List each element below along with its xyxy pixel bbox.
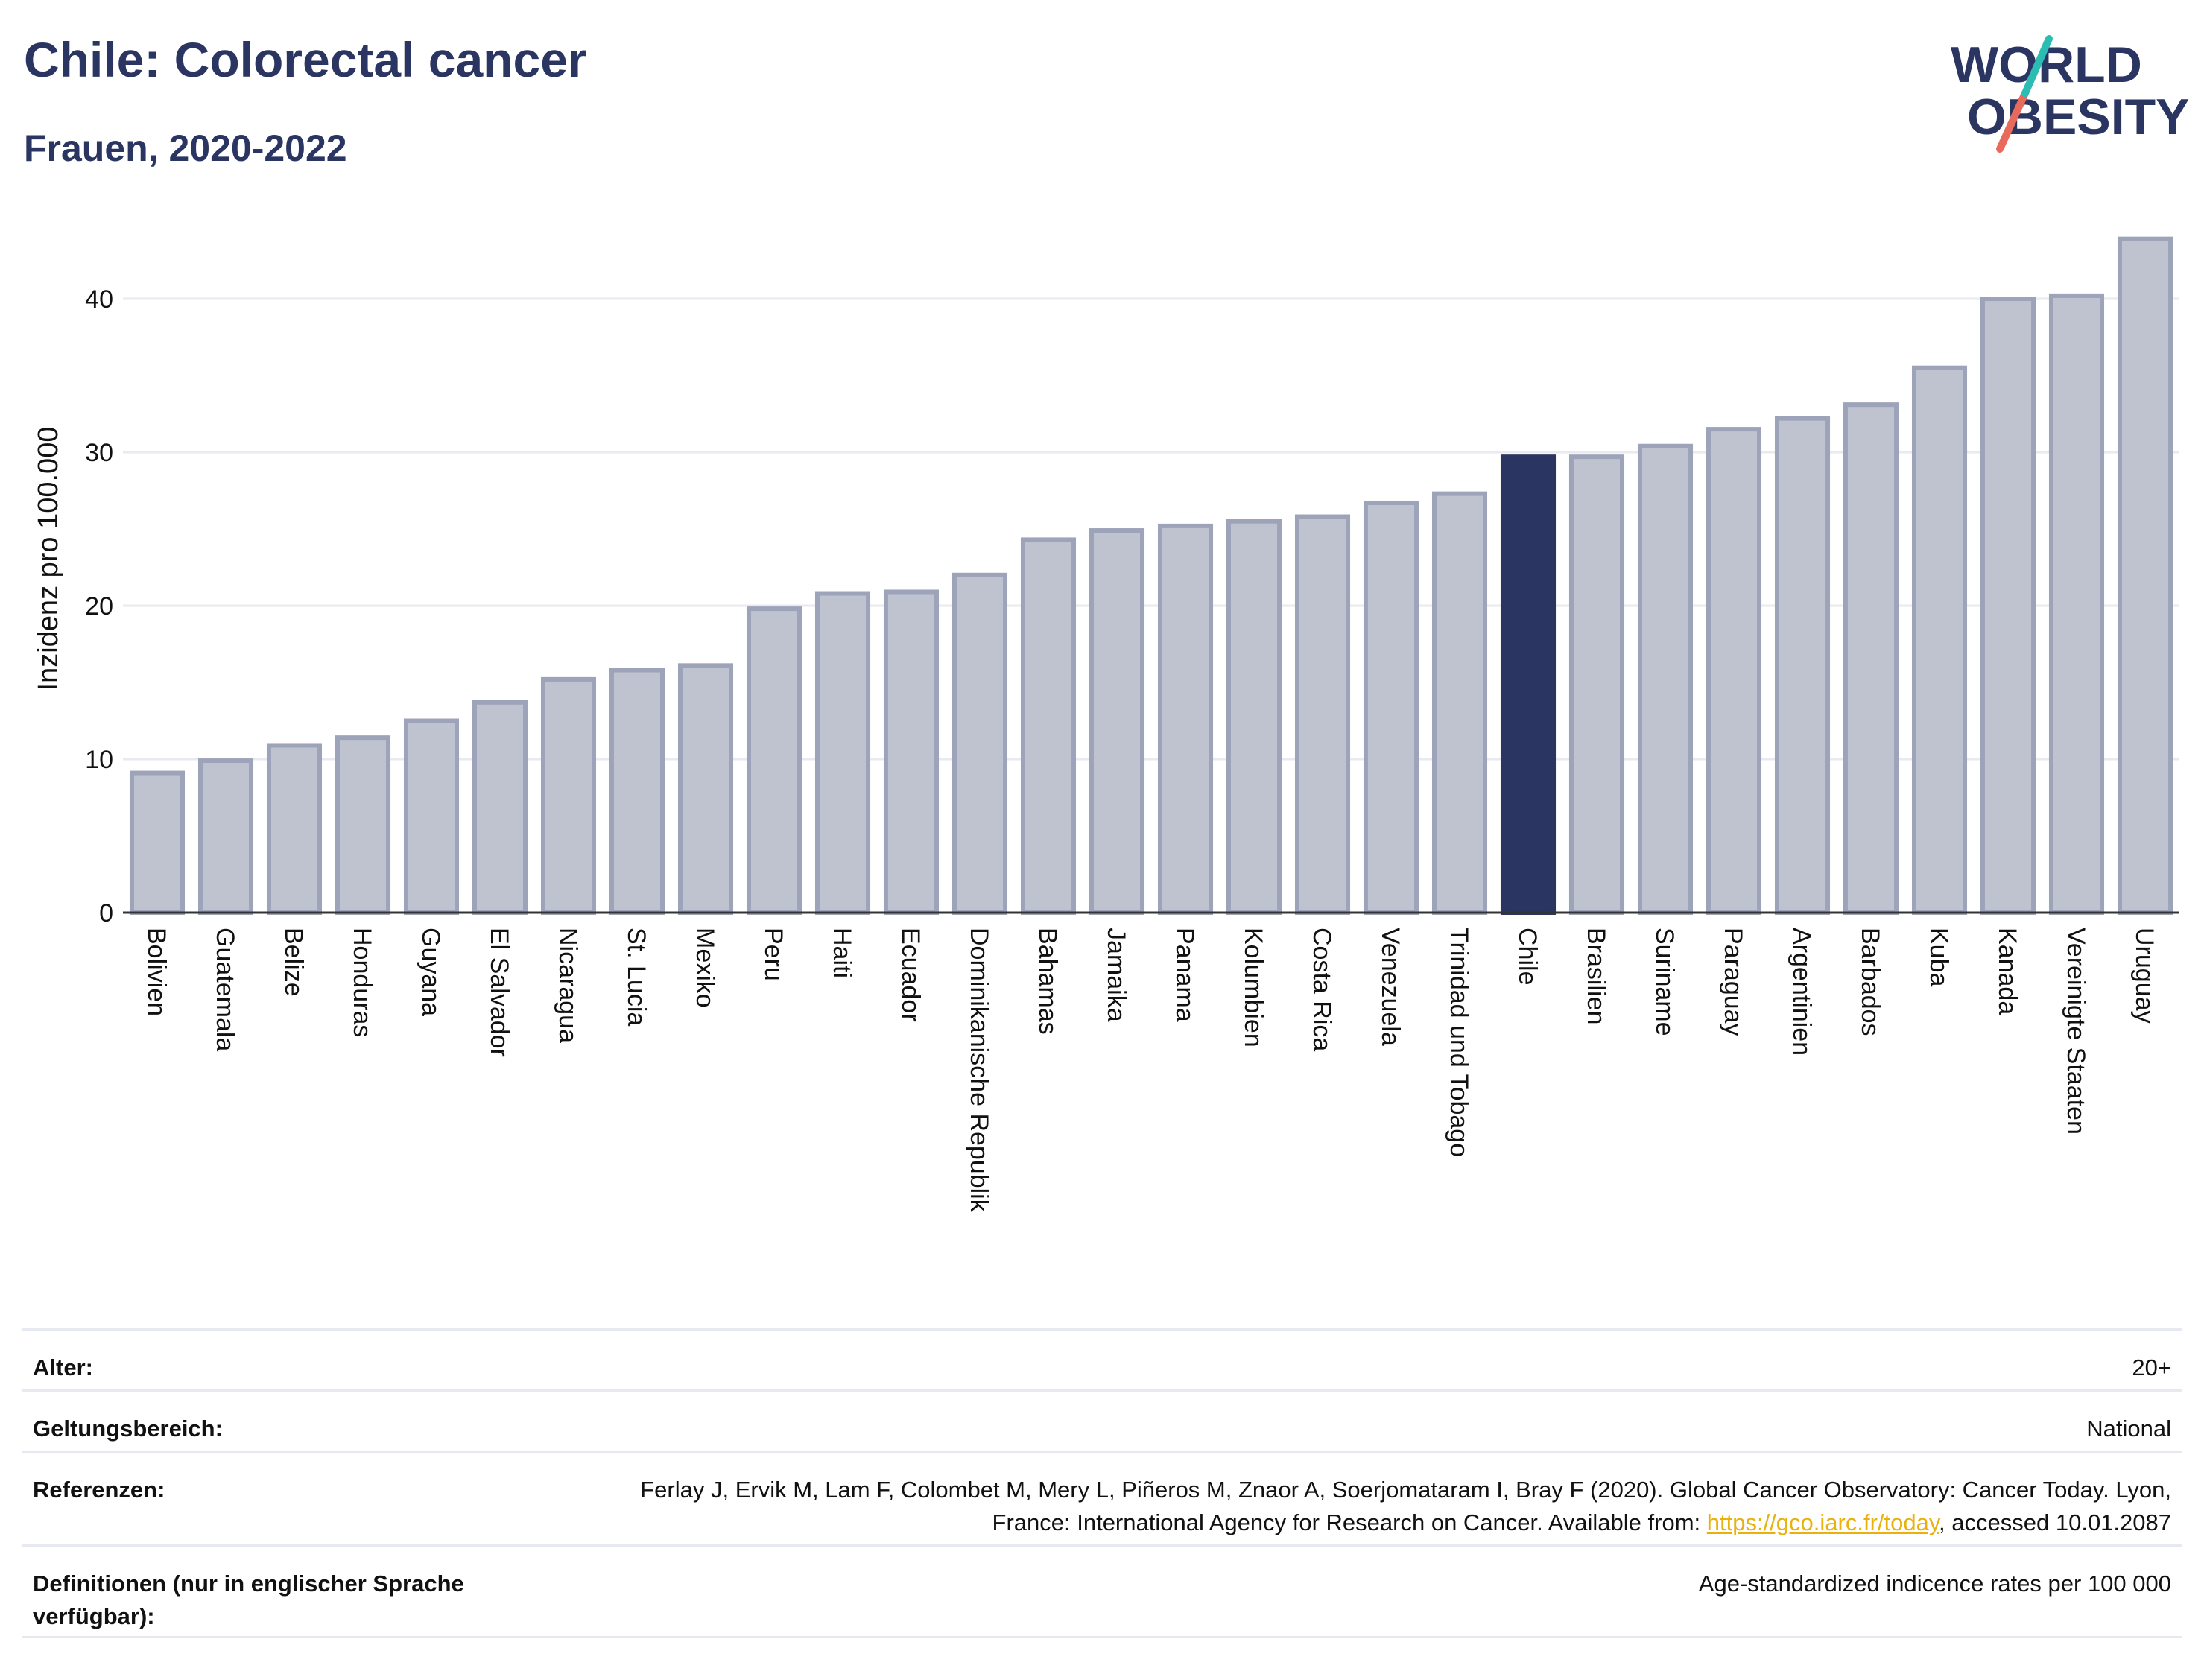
definitions-label: Definitionen (nur in englischer Sprache … (33, 1570, 464, 1629)
info-row-references: Referenzen: Ferlay J, Ervik M, Lam F, Co… (22, 1451, 2182, 1544)
bar-dominikanische-republik[interactable] (951, 572, 1008, 915)
bar-guatemala[interactable] (197, 758, 254, 915)
bar-guyana[interactable] (403, 718, 460, 915)
x-tick-label: Chile (1513, 928, 1542, 985)
bar-bahamas[interactable] (1020, 537, 1077, 915)
bar-peru[interactable] (746, 606, 802, 915)
x-tick-label: Brasilien (1582, 928, 1610, 1024)
bar-suriname[interactable] (1637, 443, 1694, 915)
bars (123, 236, 2179, 916)
x-tick-label: Ecuador (896, 928, 925, 1022)
x-tick-label: Argentinien (1787, 928, 1816, 1056)
x-tick-label: Nicaragua (554, 928, 582, 1043)
bar-venezuela[interactable] (1363, 500, 1419, 915)
scope-label: Geltungsbereich: (33, 1416, 223, 1442)
references-value: Ferlay J, Ervik M, Lam F, Colombet M, Me… (607, 1474, 2171, 1539)
x-axis-labels: Bolivien Guatemala Belize Honduras Guyana El … (142, 928, 2159, 1213)
y-tick-label: 20 (85, 592, 113, 621)
info-row-definitions: Definitionen (nur in englischer Sprache … (22, 1544, 2182, 1638)
age-value: 20+ (2132, 1354, 2171, 1381)
bar-barbados[interactable] (1843, 402, 1899, 915)
bar-jamaika[interactable] (1089, 528, 1145, 915)
bar-nicaragua[interactable] (540, 676, 597, 915)
definitions-value: Age-standardized indicence rates per 100… (1698, 1570, 2171, 1597)
bar-brasilien[interactable] (1568, 454, 1625, 915)
x-tick-label: Bolivien (142, 928, 171, 1016)
x-tick-label: Barbados (1856, 928, 1884, 1036)
bar-costa-rica[interactable] (1294, 514, 1351, 915)
bar-el-salvador[interactable] (472, 700, 528, 916)
references-text: Ferlay J, Ervik M, Lam F, Colombet M, Me… (640, 1477, 2171, 1535)
references-link[interactable]: https://gco.iarc.fr/today (1706, 1509, 1939, 1535)
bar-honduras[interactable] (335, 735, 391, 915)
bar-st-lucia[interactable] (609, 668, 665, 916)
bar-kolumbien[interactable] (1226, 519, 1282, 915)
x-tick-label: Peru (759, 928, 788, 981)
logo-slash-teal (2021, 35, 2053, 97)
age-label: Alter: (33, 1354, 93, 1381)
bar-chart: 0 10 20 30 40 Bolivien Guatemala Belize Hondura… (33, 236, 2179, 1213)
world-obesity-logo[interactable]: WORLD OBESITY (1937, 22, 2191, 156)
bar-argentinien[interactable] (1774, 416, 1831, 915)
x-tick-label: Venezuela (1376, 928, 1405, 1046)
scope-value: National (2086, 1416, 2171, 1442)
gridlines (123, 297, 2179, 761)
y-tick-label: 30 (85, 439, 113, 467)
bar-uruguay[interactable] (2117, 236, 2173, 916)
y-axis-ticks: 0 10 20 30 40 (85, 285, 113, 928)
bar-trinidad-und-tobago[interactable] (1431, 491, 1488, 915)
bar-bolivien[interactable] (129, 770, 186, 916)
logo-slash-red (1996, 89, 2029, 153)
info-row-age: Alter: 20+ (22, 1328, 2182, 1389)
x-tick-label: Kanada (1993, 928, 2021, 1015)
chart-title: Chile: Colorectal cancer (24, 32, 587, 87)
y-axis-label: Inzidenz pro 100.000 (33, 427, 64, 691)
info-table: Alter: 20+ Geltungsbereich: National Ref… (22, 1328, 2182, 1638)
bar-mexiko[interactable] (677, 663, 734, 916)
y-tick-label: 40 (85, 285, 113, 314)
x-tick-label: Guyana (417, 928, 445, 1016)
bar-kuba[interactable] (1911, 365, 1968, 915)
x-tick-label: Jamaika (1102, 928, 1130, 1022)
x-tick-label: Panama (1171, 928, 1199, 1022)
x-tick-label: El Salvador (485, 928, 513, 1057)
x-tick-label: Uruguay (2130, 928, 2159, 1024)
bar-vereinigte-staaten[interactable] (2048, 293, 2105, 915)
x-tick-label: Mexiko (691, 928, 719, 1008)
x-tick-label: Suriname (1650, 928, 1679, 1036)
x-tick-label: Trinidad und Tobago (1445, 928, 1473, 1157)
info-row-scope: Geltungsbereich: National (22, 1389, 2182, 1451)
chart-subtitle: Frauen, 2020-2022 (24, 127, 347, 169)
bar-haiti[interactable] (814, 591, 871, 916)
x-tick-label: Belize (279, 928, 308, 997)
x-tick-label: Costa Rica (1308, 928, 1336, 1051)
bar-belize[interactable] (266, 743, 323, 916)
y-tick-label: 0 (99, 899, 113, 928)
bar-panama[interactable] (1157, 523, 1214, 915)
references-accessed: , accessed 10.01.2087 (1939, 1509, 2171, 1535)
references-label: Referenzen: (33, 1477, 165, 1503)
x-tick-label: Kolumbien (1239, 928, 1267, 1047)
x-tick-label: Honduras (348, 928, 376, 1037)
bar-chile[interactable] (1500, 454, 1557, 915)
x-tick-label: Kuba (1925, 928, 1953, 986)
bar-ecuador[interactable] (883, 589, 940, 916)
x-tick-label: Dominikanische Republik (965, 928, 993, 1213)
x-tick-label: Vereinigte Staaten (2062, 928, 2090, 1135)
y-tick-label: 10 (85, 746, 113, 774)
x-tick-label: Bahamas (1033, 928, 1062, 1035)
x-tick-label: St. Lucia (622, 928, 650, 1026)
x-tick-label: Haiti (828, 928, 856, 978)
bar-paraguay[interactable] (1706, 427, 1762, 915)
x-tick-label: Paraguay (1719, 928, 1747, 1036)
x-tick-label: Guatemala (211, 928, 239, 1051)
bar-kanada[interactable] (1980, 297, 2036, 915)
